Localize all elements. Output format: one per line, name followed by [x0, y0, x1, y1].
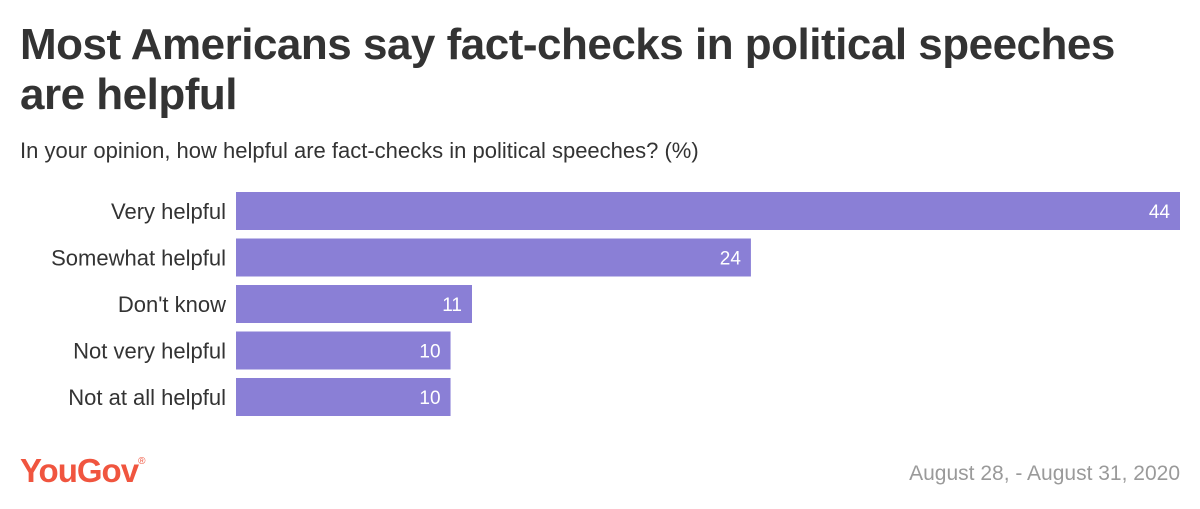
registered-mark: ®	[138, 456, 145, 467]
category-label-0: Very helpful	[111, 199, 226, 224]
category-label-2: Don't know	[118, 292, 226, 317]
category-label-1: Somewhat helpful	[51, 246, 226, 271]
bar-3	[236, 331, 451, 370]
value-label-3: 10	[419, 342, 440, 363]
bar-0	[236, 192, 1180, 230]
category-label-4: Not at all helpful	[68, 385, 226, 410]
category-label-3: Not very helpful	[73, 339, 226, 364]
yougov-logo: YouGov®	[20, 452, 146, 490]
bar-2	[236, 285, 472, 323]
value-label-4: 10	[419, 388, 440, 409]
value-label-0: 44	[1149, 202, 1171, 223]
survey-date: August 28, - August 31, 2020	[909, 462, 1180, 485]
chart-subtitle: In your opinion, how helpful are fact-ch…	[20, 138, 699, 163]
bar-4	[236, 378, 451, 416]
value-label-1: 24	[720, 249, 742, 270]
value-label-2: 11	[442, 295, 462, 316]
chart-title: Most Americans say fact-checks in politi…	[20, 20, 1115, 119]
brand-text: YouGov	[20, 452, 139, 489]
bar-1	[236, 238, 751, 277]
